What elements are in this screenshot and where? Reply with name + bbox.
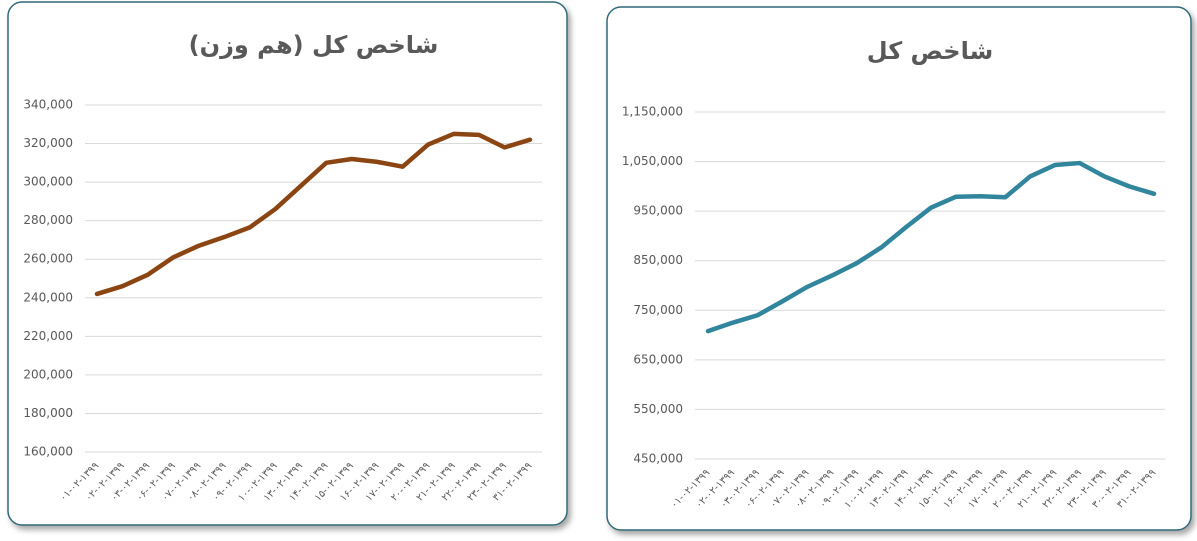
y-tick-label: 300,000 (23, 175, 73, 189)
y-tick-label: 950,000 (633, 204, 683, 218)
chart-title: شاخص کل (هم وزن) (189, 31, 439, 59)
y-tick-label: 650,000 (633, 352, 683, 366)
y-tick-label: 160,000 (23, 445, 73, 459)
y-tick-label: 240,000 (23, 290, 73, 304)
y-tick-label: 320,000 (23, 136, 73, 150)
y-tick-label: 750,000 (633, 303, 683, 317)
y-tick-label: 450,000 (633, 452, 683, 466)
chart-title: شاخص کل (867, 37, 993, 65)
chart-panel (606, 6, 1192, 531)
y-tick-label: 280,000 (23, 213, 73, 227)
y-tick-label: 1,050,000 (622, 154, 683, 168)
y-tick-label: 200,000 (23, 367, 73, 381)
y-tick-label: 1,150,000 (622, 105, 683, 119)
data-line (705, 160, 1157, 334)
y-tick-label: 180,000 (23, 406, 73, 420)
data-line (94, 131, 533, 297)
y-tick-label: 850,000 (633, 253, 683, 267)
chart-panel (7, 1, 568, 526)
y-tick-label: 260,000 (23, 252, 73, 266)
y-tick-label: 550,000 (633, 402, 683, 416)
y-tick-label: 340,000 (23, 98, 73, 112)
y-tick-label: 220,000 (23, 329, 73, 343)
